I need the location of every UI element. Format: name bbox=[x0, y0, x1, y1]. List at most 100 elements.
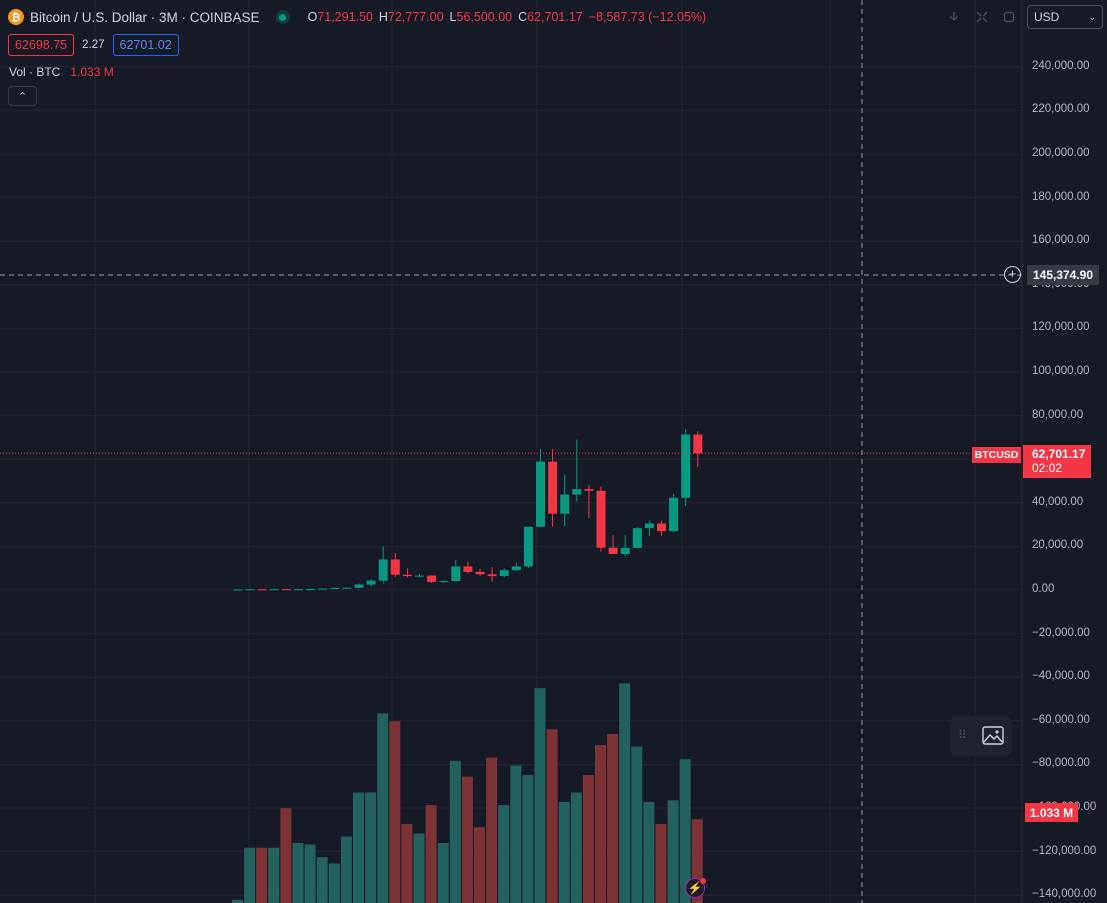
open-value: 71,291.50 bbox=[317, 10, 373, 24]
add-alert-plus-icon[interactable]: + bbox=[1004, 266, 1021, 283]
candle-body bbox=[390, 559, 400, 575]
volume-bar bbox=[413, 833, 425, 903]
open-key: O bbox=[307, 10, 318, 24]
volume-bar bbox=[595, 745, 606, 903]
bid-ask-row: 62698.75 2.27 62701.02 bbox=[8, 33, 179, 57]
buy-price-button[interactable]: 62701.02 bbox=[112, 34, 179, 56]
volume-bar bbox=[389, 721, 401, 903]
candle-body bbox=[281, 589, 291, 591]
candle-body bbox=[257, 589, 267, 591]
drag-handle-icon[interactable]: ⠿ bbox=[958, 728, 967, 742]
screenshot-button[interactable] bbox=[980, 724, 1006, 748]
candle-body bbox=[354, 584, 364, 588]
fullscreen-button[interactable] bbox=[998, 7, 1020, 27]
symbol-price-tag: BTCUSD bbox=[972, 447, 1021, 463]
volume-bar bbox=[292, 842, 304, 903]
currency-select[interactable]: USD ⌄ bbox=[1027, 5, 1103, 29]
volume-bar bbox=[353, 792, 364, 903]
candle-body bbox=[693, 434, 703, 454]
candle-body bbox=[681, 434, 691, 498]
bar-countdown: 02:02 bbox=[1032, 461, 1063, 475]
volume-bar bbox=[655, 824, 667, 903]
candle-body bbox=[475, 571, 485, 575]
volume-axis-tag: 1.033 M bbox=[1025, 803, 1078, 822]
candle-body bbox=[657, 523, 666, 532]
volume-bar bbox=[534, 688, 546, 903]
bitcoin-logo-icon: ₿ bbox=[8, 9, 24, 25]
candle-body bbox=[233, 589, 243, 591]
candle-body bbox=[487, 574, 497, 577]
download-button[interactable] bbox=[943, 7, 965, 27]
change-value: −8,587.73 (−12.05%) bbox=[588, 10, 707, 24]
last-price-value: 62,701.17 bbox=[1032, 447, 1086, 461]
price-axis-tick-label: 160,000.00 bbox=[1032, 234, 1090, 247]
price-axis-tick-label: 100,000.00 bbox=[1032, 365, 1090, 377]
price-axis-tick-label: 200,000.00 bbox=[1032, 147, 1090, 159]
volume-bar bbox=[340, 836, 352, 903]
candle-body bbox=[669, 497, 679, 532]
price-axis-tick-label: −60,000.00 bbox=[1032, 713, 1090, 726]
low-value: 56,500.00 bbox=[456, 10, 513, 24]
volume-indicator-value: 1.033 M bbox=[70, 65, 114, 79]
volume-bar bbox=[268, 847, 280, 903]
spread-value: 2.27 bbox=[82, 39, 105, 51]
candle-body bbox=[294, 589, 303, 591]
chevron-down-icon: ⌄ bbox=[1088, 11, 1096, 22]
candle-body bbox=[439, 581, 449, 583]
volume-bar bbox=[570, 792, 582, 903]
price-axis-tick-label: 180,000.00 bbox=[1032, 190, 1090, 203]
volume-bar bbox=[449, 760, 461, 903]
volume-indicator-name[interactable]: Vol · BTC bbox=[9, 65, 61, 79]
volume-bar bbox=[437, 842, 449, 903]
candle-body bbox=[451, 566, 461, 582]
low-key: L bbox=[449, 10, 457, 24]
crosshair-lines bbox=[0, 0, 1023, 903]
candle-body bbox=[644, 523, 654, 529]
volume-legend: Vol · BTC 1.033 M bbox=[9, 65, 114, 79]
volume-bar bbox=[244, 847, 256, 903]
candle-body bbox=[415, 575, 424, 577]
image-icon bbox=[982, 726, 1004, 745]
candle-body bbox=[402, 574, 412, 577]
volume-bar bbox=[401, 824, 413, 903]
candle-body bbox=[523, 526, 533, 567]
candle-body bbox=[306, 589, 316, 591]
volume-bar bbox=[316, 857, 328, 903]
candle-body bbox=[632, 528, 642, 548]
high-value: 72,777.00 bbox=[387, 10, 444, 24]
volume-bars bbox=[232, 683, 703, 903]
volume-bar bbox=[425, 805, 437, 903]
price-axis-tick-label: 40,000.00 bbox=[1032, 495, 1084, 508]
collapse-legend-button[interactable]: ⌃ bbox=[8, 86, 37, 106]
volume-bar bbox=[304, 844, 316, 903]
floating-widget: ⠿ bbox=[950, 716, 1012, 756]
volume-bar bbox=[667, 800, 679, 903]
candle-body bbox=[584, 489, 594, 491]
market-status-icon[interactable] bbox=[275, 10, 290, 24]
sell-price-button[interactable]: 62698.75 bbox=[8, 34, 75, 56]
volume-bar bbox=[280, 808, 292, 903]
symbol-legend: ₿ Bitcoin / U.S. Dollar · 3M · COINBASE … bbox=[8, 8, 712, 26]
chevron-up-icon: ⌃ bbox=[17, 90, 28, 103]
candle-body bbox=[427, 575, 437, 582]
price-axis-tick-label: −80,000.00 bbox=[1032, 757, 1090, 770]
price-axis-tick-label: 220,000.00 bbox=[1032, 103, 1090, 116]
candle-body bbox=[596, 490, 606, 548]
volume-bar bbox=[522, 775, 534, 903]
candle-body bbox=[608, 547, 618, 555]
expand-button[interactable] bbox=[971, 7, 993, 27]
price-axis-tick-label: −40,000.00 bbox=[1032, 670, 1090, 683]
candle-body bbox=[342, 587, 352, 589]
volume-bar bbox=[328, 863, 340, 903]
price-axis-tick-label: −120,000.00 bbox=[1032, 844, 1097, 857]
volume-bar bbox=[607, 733, 619, 903]
close-key: C bbox=[518, 10, 528, 24]
price-axis-tick-label: −140,000.00 bbox=[1032, 888, 1097, 901]
price-axis-tick-label: 0.00 bbox=[1032, 583, 1055, 595]
volume-bar bbox=[691, 819, 703, 903]
symbol-title[interactable]: Bitcoin / U.S. Dollar · 3M · COINBASE bbox=[30, 9, 260, 25]
volume-bar bbox=[643, 801, 655, 903]
candle-body bbox=[548, 461, 558, 514]
